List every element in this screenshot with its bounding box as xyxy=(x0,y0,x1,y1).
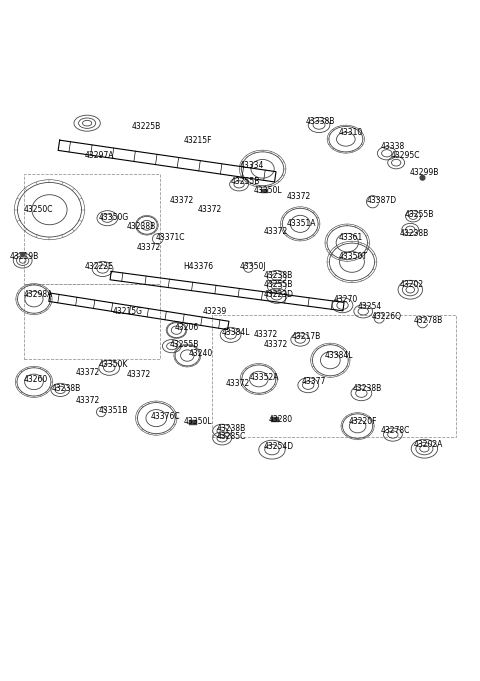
Text: 43278C: 43278C xyxy=(381,426,410,435)
Bar xyxy=(261,189,268,193)
Text: 43350G: 43350G xyxy=(99,212,129,222)
Text: 43297A: 43297A xyxy=(85,151,114,160)
Text: 43240: 43240 xyxy=(188,349,213,358)
Text: 43202: 43202 xyxy=(400,281,424,289)
Text: 43223D: 43223D xyxy=(264,290,294,299)
Text: 43351B: 43351B xyxy=(99,406,128,415)
Text: 43372: 43372 xyxy=(75,368,100,377)
Text: 43350T: 43350T xyxy=(339,252,368,262)
Text: 43299B: 43299B xyxy=(409,168,439,176)
Text: 43384L: 43384L xyxy=(324,351,353,360)
Text: 43238B: 43238B xyxy=(216,424,246,433)
Text: 43351A: 43351A xyxy=(287,219,316,228)
Text: 43371C: 43371C xyxy=(156,234,185,242)
Text: 43238B: 43238B xyxy=(52,384,81,393)
Text: 43215F: 43215F xyxy=(183,136,212,145)
Text: 43372: 43372 xyxy=(264,340,288,349)
Text: 43372: 43372 xyxy=(127,370,151,379)
Text: 43260: 43260 xyxy=(24,375,48,383)
Text: 43334: 43334 xyxy=(240,161,264,170)
Text: 43298A: 43298A xyxy=(24,290,53,299)
Text: 43377: 43377 xyxy=(301,377,325,386)
Text: 43372: 43372 xyxy=(254,330,278,339)
Text: 43372: 43372 xyxy=(136,243,161,252)
Text: 43215G: 43215G xyxy=(113,307,143,316)
Text: 43285C: 43285C xyxy=(216,432,246,441)
Text: 43350K: 43350K xyxy=(99,360,128,370)
Text: 43255B: 43255B xyxy=(169,340,199,349)
Text: 43255B: 43255B xyxy=(405,210,434,219)
Text: 43295C: 43295C xyxy=(391,151,420,160)
Bar xyxy=(212,315,456,437)
Text: 43250C: 43250C xyxy=(24,205,53,215)
Text: 43352A: 43352A xyxy=(250,373,279,381)
Text: 43372: 43372 xyxy=(198,205,222,215)
Text: 43238B: 43238B xyxy=(264,271,293,280)
Text: 43254D: 43254D xyxy=(264,442,294,451)
Text: 43372: 43372 xyxy=(75,396,100,405)
Text: 43222E: 43222E xyxy=(85,262,113,270)
Circle shape xyxy=(21,253,24,256)
Circle shape xyxy=(420,176,425,180)
Text: 43255B: 43255B xyxy=(230,177,260,186)
Bar xyxy=(271,417,279,422)
Text: 43338B: 43338B xyxy=(306,117,335,126)
Text: H43376: H43376 xyxy=(183,262,214,270)
Text: 43350J: 43350J xyxy=(240,262,266,270)
Text: 43361: 43361 xyxy=(339,234,363,242)
Text: 43384L: 43384L xyxy=(221,328,250,336)
Text: 43372: 43372 xyxy=(287,192,312,201)
Text: 43238B: 43238B xyxy=(353,384,382,393)
Text: 43206: 43206 xyxy=(174,323,198,332)
Text: 43376C: 43376C xyxy=(151,412,180,422)
Text: 43310: 43310 xyxy=(339,128,363,137)
Text: 43280: 43280 xyxy=(268,415,292,424)
Text: 43226Q: 43226Q xyxy=(372,311,402,321)
Text: 43238B: 43238B xyxy=(127,222,156,231)
Bar xyxy=(24,284,160,360)
Text: 43372: 43372 xyxy=(226,379,250,388)
Text: 43255B: 43255B xyxy=(264,281,293,289)
Text: 43387D: 43387D xyxy=(367,196,397,205)
Text: 43372: 43372 xyxy=(169,196,194,205)
Text: 43338: 43338 xyxy=(381,142,406,151)
Text: 43225B: 43225B xyxy=(132,122,161,131)
Text: 43350L: 43350L xyxy=(183,417,212,426)
Text: 43219B: 43219B xyxy=(10,252,39,262)
Bar xyxy=(189,420,197,425)
Text: 43202A: 43202A xyxy=(414,441,444,449)
Text: 43350L: 43350L xyxy=(254,187,283,195)
Text: 43372: 43372 xyxy=(264,227,288,236)
Text: 43220F: 43220F xyxy=(348,417,377,426)
Text: 43278B: 43278B xyxy=(414,316,444,326)
Bar xyxy=(24,174,160,284)
Text: 43270: 43270 xyxy=(334,295,359,304)
Text: 43238B: 43238B xyxy=(400,229,429,238)
Text: 43239: 43239 xyxy=(203,307,227,316)
Text: 43217B: 43217B xyxy=(292,332,321,341)
Text: 43254: 43254 xyxy=(358,302,382,311)
